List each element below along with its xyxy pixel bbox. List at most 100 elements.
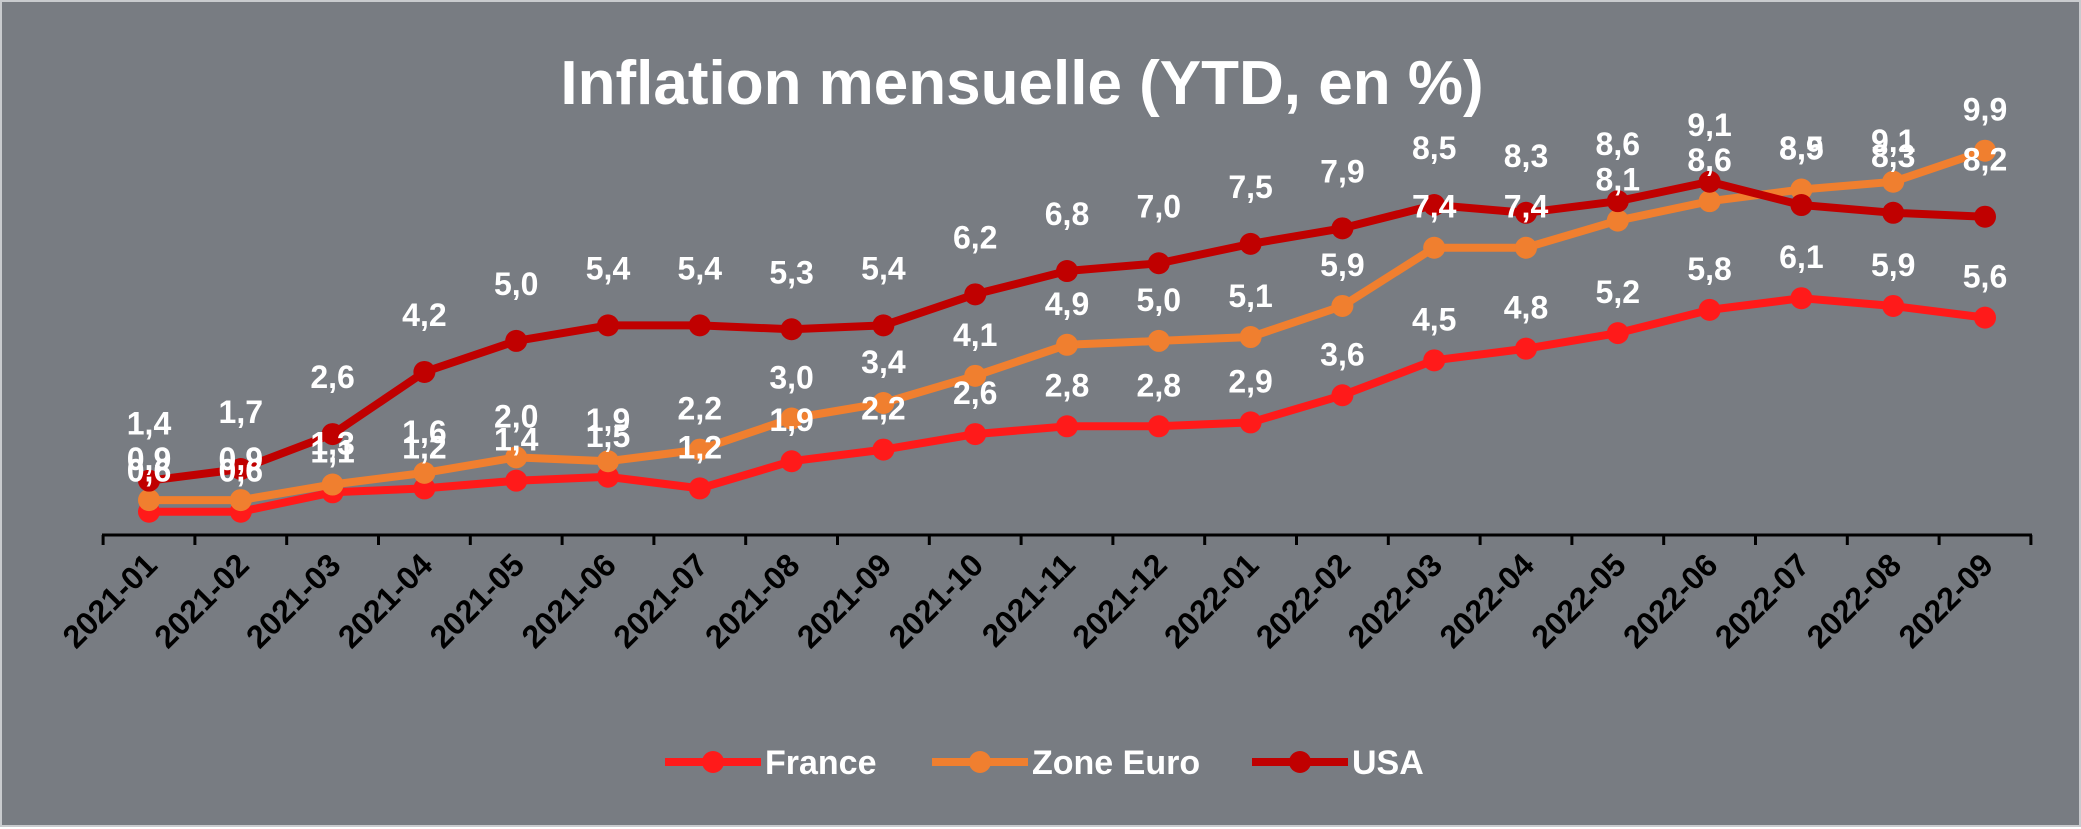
data-point-france: [1423, 349, 1446, 372]
data-label-usa: 9,1: [1687, 107, 1731, 143]
x-tick-label: 2022-04: [1432, 546, 1541, 655]
data-label-usa: 5,0: [494, 266, 538, 302]
data-label-zone-euro: 0,9: [219, 441, 263, 477]
x-tick-label: 2021-09: [790, 546, 898, 654]
data-point-usa: [1056, 260, 1078, 283]
data-point-france: [1974, 306, 1996, 329]
data-point-france: [1790, 287, 1813, 310]
data-label-france: 0,6: [127, 453, 171, 489]
data-label-zone-euro: 9,1: [1871, 123, 1915, 159]
data-label-france: 1,1: [310, 433, 354, 469]
data-point-zone-euro: [1882, 170, 1905, 193]
x-tick-label: 2021-04: [331, 546, 440, 655]
data-point-france: [688, 477, 711, 500]
data-point-france: [413, 477, 436, 500]
x-tick-label: 2022-05: [1524, 546, 1632, 654]
data-point-usa: [1790, 194, 1813, 217]
data-label-usa: 8,2: [1963, 142, 2007, 178]
data-point-france: [1606, 322, 1629, 345]
data-label-zone-euro: 2,0: [494, 398, 538, 434]
data-label-france: 4,8: [1504, 290, 1548, 326]
data-point-zone-euro: [964, 364, 987, 387]
x-tick-label: 2021-07: [606, 546, 714, 654]
data-point-zone-euro: [1056, 333, 1078, 356]
data-point-france: [1331, 384, 1354, 407]
data-point-zone-euro: [1790, 178, 1813, 201]
legend-marker-france: [702, 751, 724, 773]
data-label-france: 2,8: [1045, 367, 1089, 403]
data-label-zone-euro: 8,1: [1596, 162, 1640, 198]
data-label-usa: 5,4: [861, 250, 906, 286]
data-label-france: 6,1: [1779, 239, 1823, 275]
data-point-zone-euro: [505, 446, 528, 469]
data-point-usa: [321, 423, 344, 446]
data-label-france: 0,6: [219, 453, 263, 489]
x-tick-label: 2022-08: [1800, 546, 1908, 654]
data-point-zone-euro: [1515, 236, 1537, 259]
data-point-usa: [1974, 205, 1996, 228]
data-point-usa: [1515, 201, 1537, 224]
data-point-france: [1239, 411, 1262, 434]
legend: France Zone Euro USA: [665, 744, 1424, 782]
legend-label-france: France: [765, 744, 877, 782]
x-tick-label: 2021-02: [147, 546, 255, 654]
data-label-zone-euro: 8,9: [1779, 131, 1823, 167]
data-label-usa: 8,5: [1779, 130, 1823, 166]
data-point-zone-euro: [1239, 326, 1262, 349]
data-label-zone-euro: 7,4: [1412, 189, 1457, 225]
data-labels: 0,6 0,6 1,1 1,2 1,4 1,5 1,2 1,9 2,2 2,6 2,8 2,8 2,9 3…: [127, 92, 2007, 489]
x-tick-label: 2021-03: [239, 546, 347, 654]
data-point-usa: [1239, 232, 1262, 255]
data-label-france: 1,2: [402, 429, 446, 465]
data-label-france: 1,9: [769, 402, 813, 438]
x-axis-ticks: [101, 535, 2033, 545]
data-label-france: 1,5: [586, 418, 630, 454]
x-tick-label: 2021-10: [882, 546, 990, 654]
data-point-zone-euro: [1147, 329, 1170, 352]
x-tick-label: 2021-11: [975, 546, 1082, 653]
data-label-usa: 6,8: [1045, 196, 1089, 232]
data-label-france: 3,6: [1320, 336, 1364, 372]
x-tick-label: 2022-01: [1157, 546, 1265, 654]
legend-label-usa: USA: [1352, 744, 1424, 782]
data-label-france: 5,2: [1596, 274, 1640, 310]
x-tick-label: 2022-09: [1891, 546, 1999, 654]
data-point-zone-euro: [872, 392, 895, 415]
data-point-france: [1515, 337, 1537, 360]
data-label-usa: 5,3: [769, 254, 813, 290]
data-point-zone-euro: [138, 489, 160, 512]
data-point-usa: [1423, 194, 1446, 217]
data-label-usa: 7,9: [1320, 153, 1364, 189]
data-point-usa: [1147, 252, 1170, 275]
data-label-usa: 1,4: [127, 406, 172, 442]
data-point-usa: [597, 314, 619, 337]
data-label-usa: 8,3: [1871, 138, 1915, 174]
data-point-usa: [1331, 217, 1354, 240]
data-label-zone-euro: 5,9: [1320, 247, 1364, 283]
data-label-zone-euro: 5,1: [1228, 278, 1272, 314]
x-tick-label: 2022-06: [1616, 546, 1724, 654]
data-point-usa: [229, 458, 252, 481]
data-label-france: 4,5: [1412, 301, 1456, 337]
data-point-usa: [872, 314, 895, 337]
data-label-zone-euro: 0,9: [127, 441, 171, 477]
data-point-usa: [138, 469, 160, 492]
data-label-zone-euro: 5,0: [1137, 282, 1181, 318]
data-label-france: 1,2: [678, 429, 722, 465]
data-label-usa: 7,0: [1137, 188, 1181, 224]
x-tick-label: 2021-12: [1065, 546, 1173, 654]
data-point-france: [780, 450, 803, 473]
data-point-usa: [1882, 201, 1905, 224]
data-point-zone-euro: [597, 450, 619, 473]
data-point-usa: [1606, 190, 1629, 213]
data-point-france: [1056, 415, 1078, 438]
data-label-france: 5,9: [1871, 247, 1915, 283]
data-label-usa: 5,4: [678, 250, 723, 286]
data-point-zone-euro: [1698, 190, 1721, 213]
data-label-usa: 7,5: [1228, 169, 1272, 205]
data-label-zone-euro: 4,1: [953, 317, 997, 353]
data-label-france: 1,4: [494, 422, 539, 458]
data-point-usa: [964, 283, 987, 306]
